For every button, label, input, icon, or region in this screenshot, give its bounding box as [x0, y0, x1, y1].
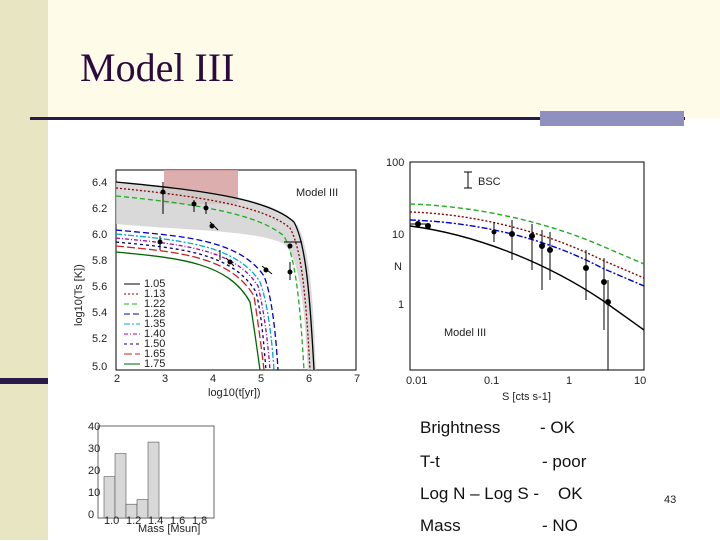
y-tick-label: 30	[88, 443, 100, 455]
x-tick-label: 1.2	[126, 515, 141, 527]
result-label: Log N – Log S -	[420, 484, 540, 503]
slide-title: Model III	[80, 45, 235, 90]
cooling-curves-figure: 1.05 1.13 1.22 1.28 1.35 1.40 1.50 1.65 …	[58, 126, 374, 410]
result-value: - OK	[540, 418, 575, 437]
left-sidebar	[0, 0, 48, 540]
x-tick-label: 1.6	[170, 515, 185, 527]
y-tick-label: 5.0	[92, 361, 107, 373]
x-tick-label: 1	[566, 375, 572, 387]
y-tick-label: 5.4	[92, 307, 107, 319]
model-label-right: Model III	[444, 327, 486, 339]
y-tick-label: 0	[88, 509, 94, 521]
y-tick-label: 5.6	[92, 281, 107, 293]
mass-bar	[103, 476, 116, 519]
x-tick-label: 1.8	[192, 515, 207, 527]
result-brightness: Brightness - OK	[420, 418, 575, 438]
legend-entry: 1.35	[144, 318, 165, 330]
result-value: - NO	[542, 516, 578, 535]
x-tick-label: 1.0	[104, 515, 119, 527]
mass-x-ticks: 1.0 1.2 1.4 1.6 1.8	[104, 515, 207, 527]
x-tick-label: 6	[306, 373, 312, 385]
legend-entry: 1.50	[144, 338, 165, 350]
x-axis-ticks: 2 3 4 5 6 7	[114, 373, 360, 385]
y-tick-label: 40	[88, 421, 100, 433]
result-value: - poor	[542, 452, 587, 471]
y-tick-label: 20	[88, 465, 100, 477]
legend-entry: 1.22	[144, 298, 165, 310]
model-label: Model III	[296, 187, 338, 199]
result-mass: Mass - NO	[420, 516, 578, 536]
mass-bar	[147, 441, 160, 519]
y-axis-label: log10(Ts [K])	[73, 264, 85, 326]
mass-y-ticks: 40 30 20 10 0	[88, 421, 100, 521]
mass-histogram: 1.0 1.2 1.4 1.6 1.8 40 30 20 10 0 Mass […	[80, 418, 230, 536]
x-tick-label: 5	[258, 373, 264, 385]
y-tick-label: 1	[398, 299, 404, 311]
x-tick-label: 2	[114, 373, 120, 385]
legend-entry: 1.65	[144, 348, 165, 360]
title-divider	[30, 117, 685, 120]
x-tick-label: 7	[354, 373, 360, 385]
page-number: 43	[664, 494, 677, 506]
title-accent-block	[540, 111, 684, 126]
result-logn-logs: Log N – Log S - OK	[420, 484, 583, 504]
legend-entry: 1.05	[144, 278, 165, 290]
y-tick-label: 100	[386, 157, 404, 169]
logn-logs-chart: BSC Model III 100 10 1 N 0.01 0.1 1 10 S…	[382, 150, 674, 412]
x-tick-label: 1.4	[148, 515, 163, 527]
result-label: Brightness	[420, 418, 501, 437]
legend-entry: 1.13	[144, 288, 165, 300]
legend-entry: 1.75	[144, 358, 165, 370]
x-tick-label: 0.1	[484, 375, 499, 387]
x-tick-label: 0.01	[406, 375, 427, 387]
y-tick-label: 6.4	[92, 177, 107, 189]
mass-x-label: Mass [Msun]	[138, 523, 200, 535]
legend-entry: 1.28	[144, 308, 165, 320]
x-tick-label: 4	[210, 373, 216, 385]
bsc-label: BSC	[478, 176, 501, 188]
x-tick-label: 3	[162, 373, 168, 385]
y-tick-label: 6.0	[92, 229, 107, 241]
result-value: OK	[558, 484, 583, 503]
y-axis-label: N	[394, 261, 402, 273]
y-tick-label: 6.2	[92, 203, 107, 215]
mass-bar	[114, 453, 127, 519]
mass-histogram-figure: 1.0 1.2 1.4 1.6 1.8 40 30 20 10 0 Mass […	[80, 418, 230, 536]
x-axis-label: log10(t[yr])	[208, 387, 261, 399]
sidebar-divider	[0, 378, 48, 384]
bsc-marker	[464, 171, 472, 189]
cooling-curves-chart: 1.05 1.13 1.22 1.28 1.35 1.40 1.50 1.65 …	[58, 126, 374, 410]
y-axis-ticks: 6.4 6.2 6.0 5.8 5.6 5.4 5.2 5.0	[92, 177, 107, 373]
y-tick-label: 10	[392, 229, 404, 241]
x-axis-label: S [cts s-1]	[502, 391, 551, 403]
x-tick-label: 10	[634, 375, 646, 387]
cooling-legend: 1.05 1.13 1.22 1.28 1.35 1.40 1.50 1.65 …	[124, 278, 165, 370]
y-tick-label: 5.2	[92, 333, 107, 345]
y-tick-label: 5.8	[92, 255, 107, 267]
x-axis-ticks: 0.01 0.1 1 10	[406, 375, 646, 387]
y-tick-label: 10	[88, 487, 100, 499]
result-label: T-t	[420, 452, 440, 471]
y-axis-ticks: 100 10 1	[386, 157, 404, 311]
legend-entry: 1.40	[144, 328, 165, 340]
header-band	[48, 0, 720, 118]
result-label: Mass	[420, 516, 461, 535]
result-t-t: T-t - poor	[420, 452, 586, 472]
logn-logs-figure: BSC Model III 100 10 1 N 0.01 0.1 1 10 S…	[382, 150, 674, 412]
